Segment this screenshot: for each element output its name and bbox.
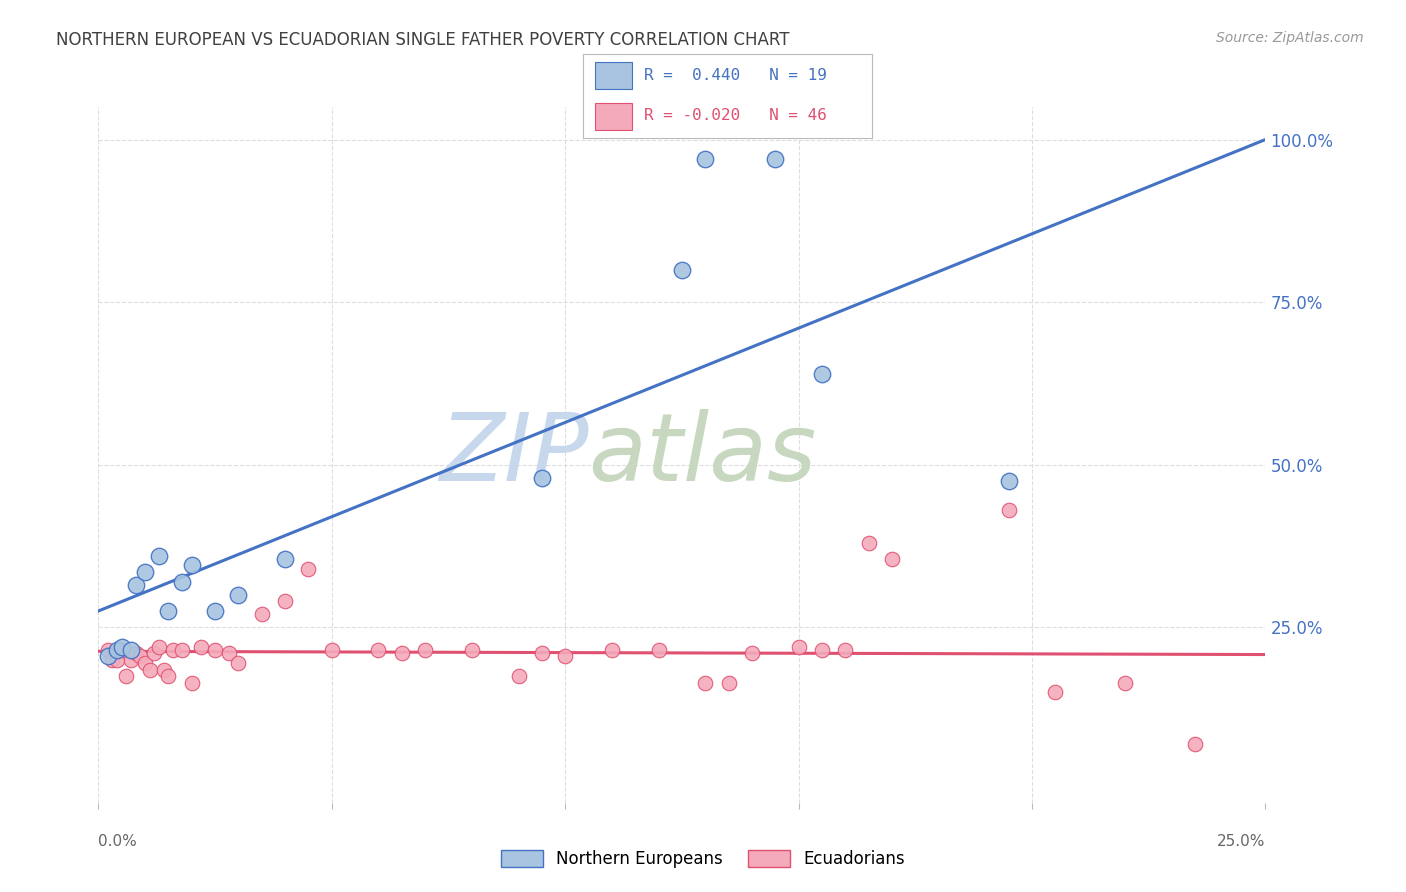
Point [811, 367, 834, 381]
Point [111, 640, 134, 654]
Text: 25.0%: 25.0% [1218, 834, 1265, 849]
Point [139, 663, 162, 677]
Point [530, 646, 553, 660]
Point [204, 643, 226, 657]
Point [134, 656, 156, 670]
Point [134, 565, 156, 579]
Point [695, 675, 717, 690]
Text: R =  0.440   N = 19: R = 0.440 N = 19 [644, 68, 827, 83]
Text: Source: ZipAtlas.com: Source: ZipAtlas.com [1216, 31, 1364, 45]
Point [321, 643, 343, 657]
Point [111, 643, 134, 657]
Point [172, 643, 194, 657]
Point [1184, 737, 1206, 751]
Point [162, 643, 184, 657]
Text: ZIP: ZIP [439, 409, 589, 500]
Text: NORTHERN EUROPEAN VS ECUADORIAN SINGLE FATHER POVERTY CORRELATION CHART: NORTHERN EUROPEAN VS ECUADORIAN SINGLE F… [56, 31, 790, 49]
Point [274, 552, 297, 566]
Point [834, 643, 856, 657]
Point [763, 152, 786, 166]
Text: R = -0.020   N = 46: R = -0.020 N = 46 [644, 108, 827, 123]
Point [97, 643, 120, 657]
Point [180, 558, 202, 573]
Point [180, 675, 202, 690]
Point [190, 640, 212, 654]
Point [647, 643, 669, 657]
Legend: Northern Europeans, Ecuadorians: Northern Europeans, Ecuadorians [495, 843, 911, 875]
Point [125, 646, 148, 660]
Point [120, 643, 142, 657]
Point [97, 649, 120, 664]
Point [172, 574, 194, 589]
Point [695, 152, 717, 166]
Point [274, 594, 297, 608]
Point [717, 675, 740, 690]
Point [413, 643, 436, 657]
Point [218, 646, 240, 660]
Point [787, 640, 810, 654]
Point [297, 562, 319, 576]
Point [228, 588, 250, 602]
Point [157, 669, 180, 683]
Point [997, 503, 1019, 517]
Point [1114, 675, 1136, 690]
Point [228, 656, 250, 670]
Text: 0.0%: 0.0% [98, 834, 138, 849]
Point [152, 663, 174, 677]
Point [461, 643, 484, 657]
Point [101, 653, 124, 667]
Point [554, 649, 576, 664]
Point [120, 653, 142, 667]
Point [204, 604, 226, 618]
Point [508, 669, 530, 683]
Point [143, 646, 166, 660]
Point [1045, 685, 1067, 699]
Point [148, 640, 170, 654]
Point [129, 649, 152, 664]
Point [105, 643, 128, 657]
Text: atlas: atlas [589, 409, 817, 500]
Point [105, 653, 128, 667]
Point [391, 646, 413, 660]
Point [148, 549, 170, 563]
Point [530, 471, 553, 485]
Point [367, 643, 389, 657]
Point [125, 578, 148, 592]
Point [741, 646, 763, 660]
Point [250, 607, 273, 622]
Point [811, 643, 834, 657]
Point [600, 643, 623, 657]
Point [115, 669, 138, 683]
Bar [595, 103, 633, 130]
Point [858, 535, 880, 549]
Point [671, 262, 693, 277]
Point [157, 604, 180, 618]
Point [880, 552, 903, 566]
Point [997, 474, 1019, 488]
Bar [595, 62, 633, 89]
